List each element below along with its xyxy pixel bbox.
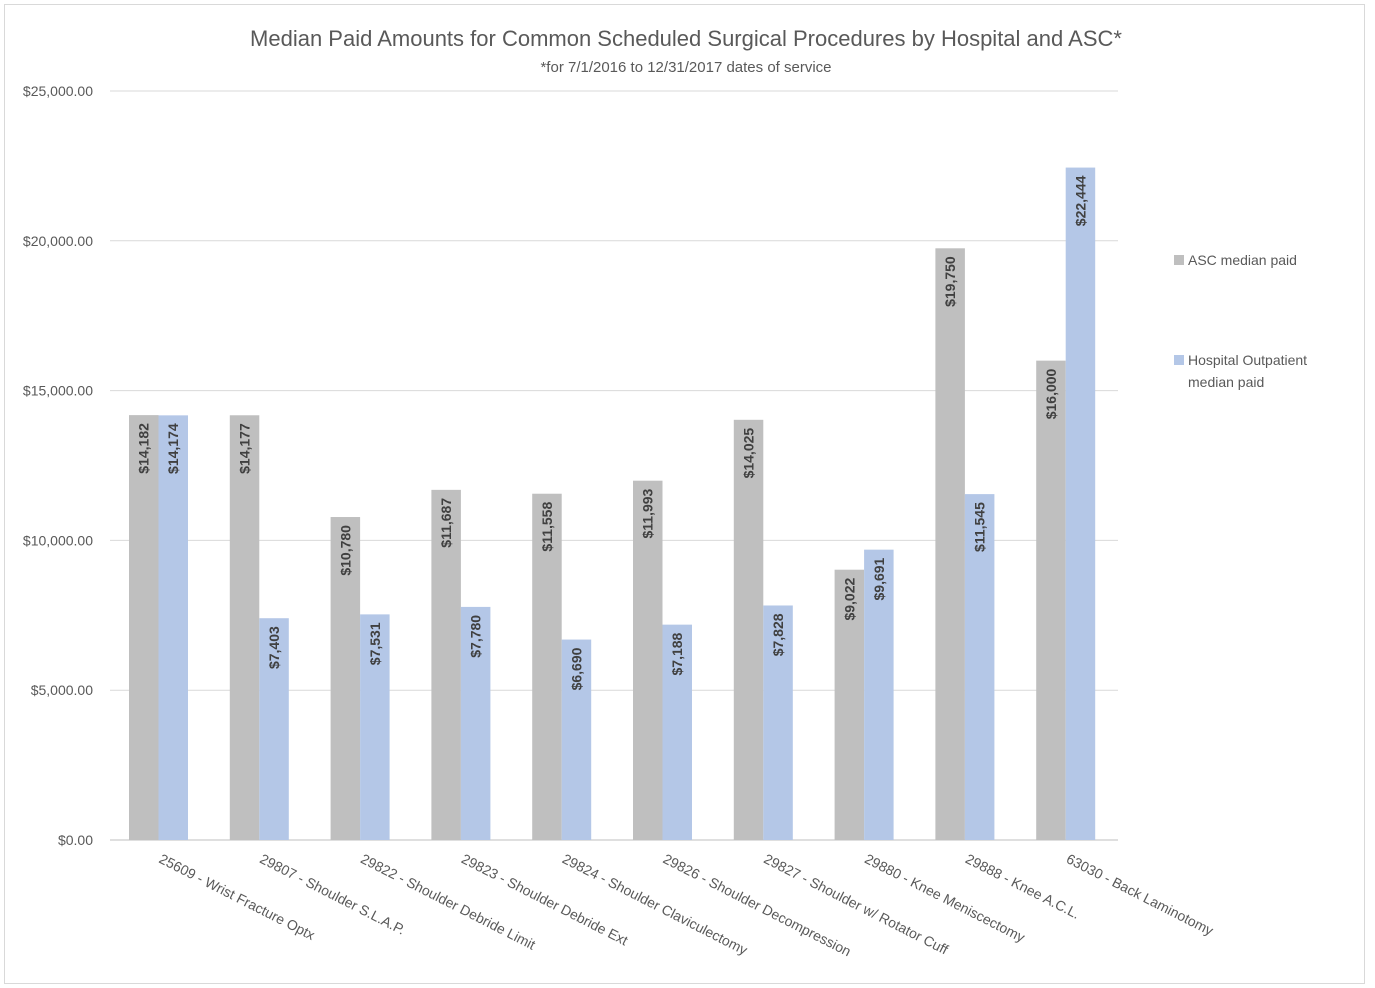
category-label: 29880 - Knee Meniscectomy — [862, 850, 1027, 945]
data-label: $11,545 — [972, 502, 988, 552]
bar-hospital — [561, 639, 592, 840]
data-label: $19,750 — [942, 256, 958, 307]
category-label: 29826 - Shoulder Decompression — [661, 850, 854, 959]
bar-hospital — [964, 494, 995, 840]
data-label: $9,022 — [841, 577, 857, 620]
legend-swatch-asc — [1174, 255, 1184, 265]
bar-asc — [229, 415, 260, 840]
chart-title: Median Paid Amounts for Common Scheduled… — [250, 26, 1122, 51]
category-label: 29823 - Shoulder Debride Ext — [459, 850, 631, 948]
legend-text-line: median paid — [1188, 374, 1264, 390]
y-tick-label: $20,000.00 — [23, 233, 93, 249]
bar-asc — [129, 415, 159, 840]
bar-hospital — [1065, 167, 1096, 840]
y-tick-label: $25,000.00 — [23, 83, 93, 99]
data-label: $7,188 — [669, 632, 685, 675]
data-label: $14,182 — [136, 423, 152, 474]
bars — [129, 167, 1096, 841]
bar-asc — [633, 480, 663, 840]
data-label: $14,025 — [741, 428, 757, 479]
bar-asc — [532, 493, 562, 840]
data-label: $7,780 — [468, 615, 484, 658]
category-label: 29827 - Shoulder w/ Rotator Cuff — [761, 850, 950, 957]
category-label: 29822 - Shoulder Debride Limit — [358, 850, 538, 952]
y-tick-label: $5,000.00 — [31, 682, 93, 698]
bar-asc — [330, 517, 361, 840]
y-tick-label: $10,000.00 — [23, 532, 93, 548]
legend-text-line: Hospital Outpatient — [1188, 352, 1307, 368]
data-label: $9,691 — [871, 557, 887, 600]
legend-label-asc: ASC median paid — [1188, 252, 1297, 268]
legend-label-hospital: Hospital Outpatient median paid — [1188, 352, 1307, 390]
chart-frame — [4, 4, 1365, 984]
bar-hospital — [360, 614, 390, 840]
data-label: $16,000 — [1043, 368, 1059, 419]
data-label: $22,444 — [1072, 175, 1088, 226]
bar-asc — [834, 569, 865, 840]
bar-asc — [1036, 360, 1066, 840]
data-label: $11,558 — [539, 502, 555, 552]
y-axis: $0.00 $5,000.00 $10,000.00 $15,000.00 $20,00… — [23, 83, 93, 848]
bar-asc — [935, 248, 965, 841]
data-label: $14,177 — [237, 423, 253, 474]
bar-hospital — [662, 624, 692, 840]
chart-subtitle: *for 7/1/2016 to 12/31/2017 dates of ser… — [540, 59, 831, 76]
bar-hospital — [259, 618, 289, 840]
data-label: $11,993 — [640, 488, 656, 538]
data-labels: $14,182 $14,174 $14,177 $7,403 $10,780 $7,531… — [136, 175, 1089, 690]
bar-hospital — [864, 549, 894, 840]
legend-text-line: ASC median paid — [1188, 252, 1297, 268]
data-label: $11,687 — [438, 498, 454, 548]
data-label: $7,531 — [367, 622, 383, 665]
category-label: 29824 - Shoulder Claviculectomy — [560, 850, 750, 958]
bar-asc — [431, 489, 461, 840]
y-tick-label: $15,000.00 — [23, 383, 93, 399]
data-label: $7,828 — [770, 613, 786, 656]
legend: ASC median paid Hospital Outpatient median… — [1174, 252, 1307, 390]
bar-hospital — [763, 605, 793, 840]
bar-asc — [733, 419, 764, 840]
bar-hospital — [158, 415, 188, 840]
data-label: $14,174 — [165, 423, 181, 474]
data-label: $10,780 — [337, 525, 353, 576]
data-label: $7,403 — [266, 626, 282, 669]
category-label: 63030 - Back Laminotomy — [1064, 850, 1216, 938]
bar-hospital — [460, 606, 491, 840]
y-tick-label: $0.00 — [58, 832, 93, 848]
legend-swatch-hospital — [1174, 355, 1184, 365]
data-label: $6,690 — [568, 647, 584, 690]
